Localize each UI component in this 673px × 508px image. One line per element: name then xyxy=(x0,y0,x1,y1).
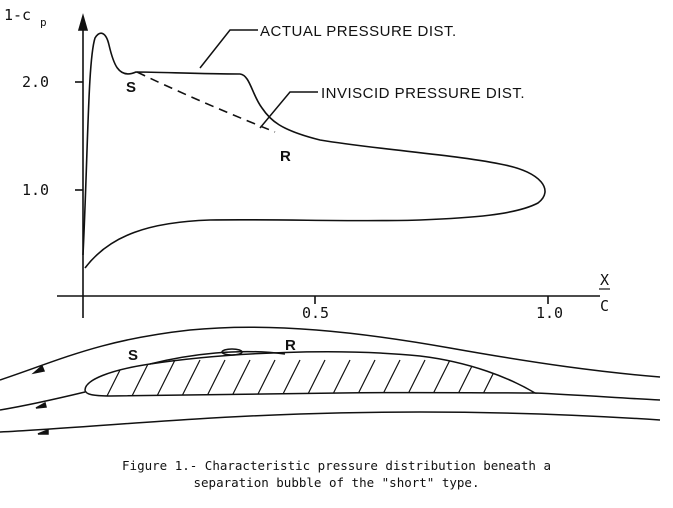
y-tick-label-2: 2.0 xyxy=(22,73,49,91)
inviscid-leader xyxy=(259,91,318,129)
airfoil-diagram xyxy=(0,326,661,435)
x-tick-label-05: 0.5 xyxy=(302,304,329,322)
separation-bubble xyxy=(149,350,286,365)
x-tick-label-10: 1.0 xyxy=(536,304,563,322)
caption-line-1: Figure 1.- Characteristic pressure distr… xyxy=(122,458,551,473)
y-axis-arrow xyxy=(77,13,89,31)
streamline-lower-arrow xyxy=(37,428,49,435)
wake-line xyxy=(534,392,661,401)
callout-leaders xyxy=(199,29,318,129)
x-axis-label-bottom: C xyxy=(600,297,609,315)
figure-caption: Figure 1.- Characteristic pressure distr… xyxy=(0,457,673,491)
airfoil-separation-label: S xyxy=(128,347,138,364)
airfoil-reattachment-label: R xyxy=(285,337,296,354)
streamline-stagnation-arrow xyxy=(35,401,47,409)
x-axis-label-top: X xyxy=(600,271,609,289)
actual-pressure-curve xyxy=(82,32,546,269)
pressure-distribution-figure: 1-c p 2.0 1.0 0.5 1.0 X C ACTUAL PRESSUR… xyxy=(0,6,661,435)
inviscid-pressure-curve xyxy=(136,71,276,133)
y-tick-label-1: 1.0 xyxy=(22,181,49,199)
streamline-upper-arrow xyxy=(31,364,46,375)
actual-leader xyxy=(199,29,258,69)
bubble-vortex xyxy=(221,348,243,356)
y-axis-label-subscript: p xyxy=(40,16,47,29)
y-axis-label: 1-c xyxy=(4,6,31,24)
streamline-stagnation xyxy=(0,391,86,411)
inviscid-callout: INVISCID PRESSURE DIST. xyxy=(321,85,525,102)
caption-line-2: separation bubble of the "short" type. xyxy=(193,475,480,490)
actual-callout: ACTUAL PRESSURE DIST. xyxy=(260,23,457,40)
reattachment-point-label: R xyxy=(280,148,291,165)
axes xyxy=(57,13,610,318)
separation-point-label: S xyxy=(126,79,136,96)
streamline-lower xyxy=(0,411,661,433)
streamline-upper xyxy=(0,326,661,381)
